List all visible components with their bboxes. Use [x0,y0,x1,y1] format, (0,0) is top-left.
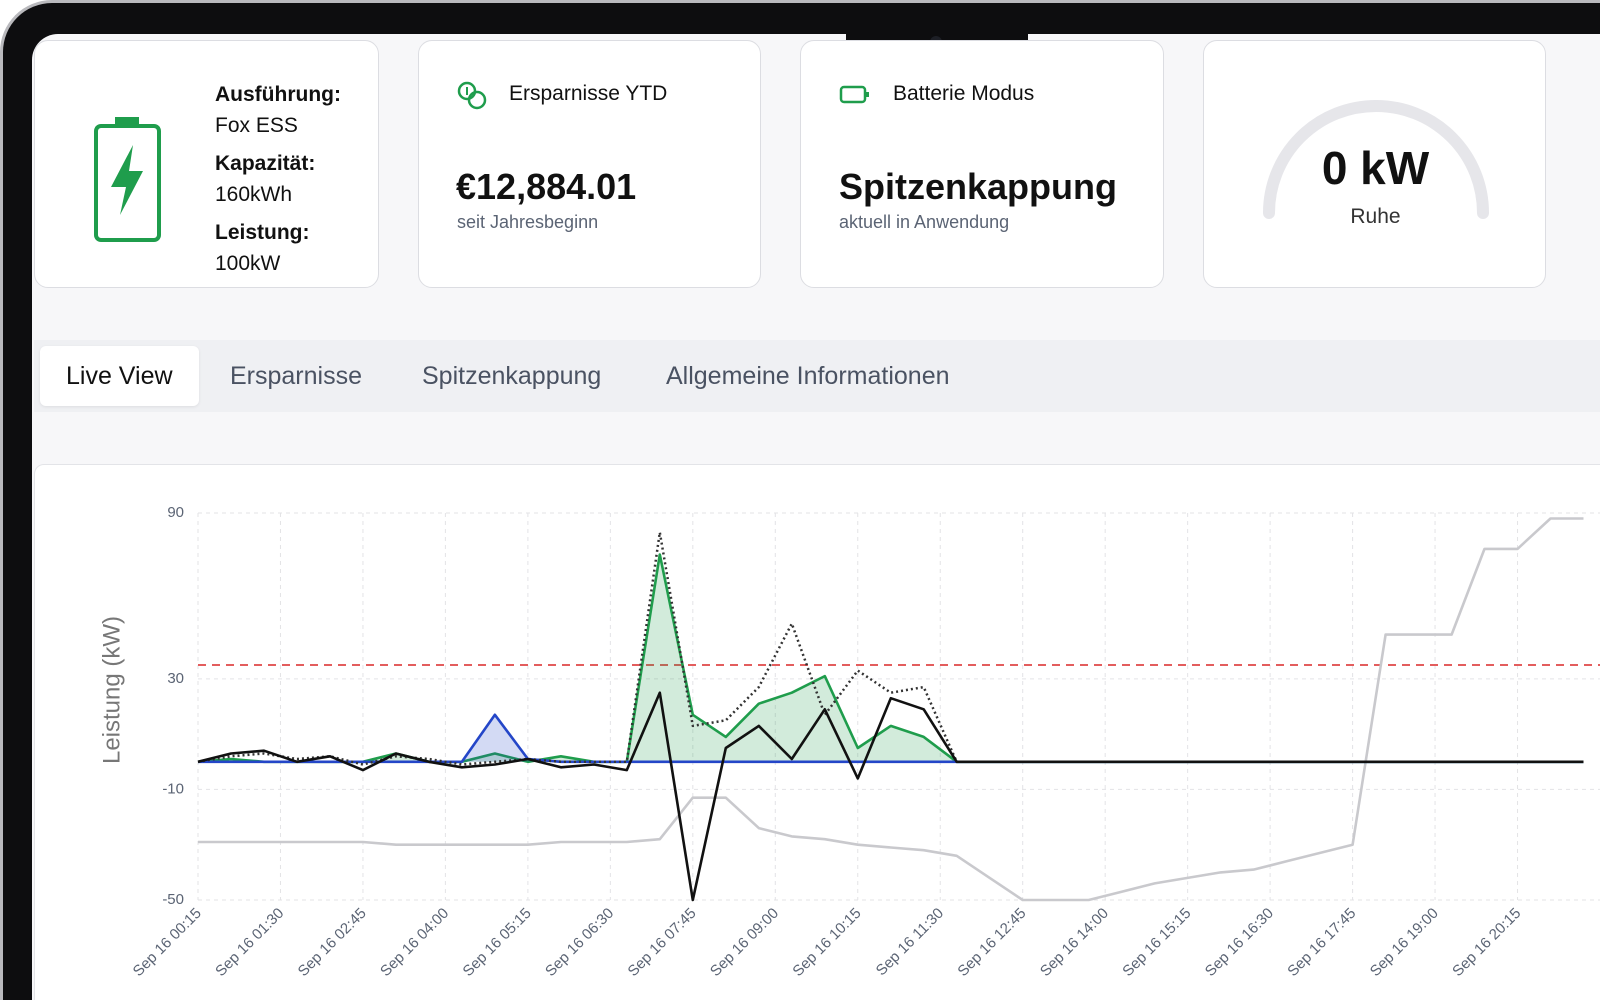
x-tick-label: Sep 16 06:30 [542,905,617,980]
y-tick-label: 90 [167,504,184,521]
tab[interactable]: Live View [40,346,199,406]
value: 100kW [215,252,281,275]
card-caption: aktuell in Anwendung [839,212,1010,232]
x-tick-label: Sep 16 17:45 [1284,905,1359,980]
card-caption: seit Jahresbeginn [457,212,599,232]
series-line [197,691,1584,902]
tab[interactable]: Ersparnisse [230,362,362,390]
label: Kapazität: [215,152,316,175]
x-tick-label: Sep 16 16:30 [1202,905,1277,980]
mode-card: Batterie Modus Spitzenkappung aktuell in… [800,40,1164,288]
card-title: Ersparnisse YTD [509,82,668,105]
value: 160kWh [215,183,293,206]
x-tick-label: Sep 16 04:00 [377,905,452,980]
x-tick-label: Sep 16 20:15 [1449,905,1524,980]
chart-card [34,464,1600,1000]
x-tick-label: Sep 16 12:45 [954,905,1029,980]
battery-icon [94,117,161,242]
coins-icon [457,81,487,110]
y-tick-label: -50 [162,891,184,908]
gauge-card: 0 kW Ruhe [1203,40,1546,288]
x-tick-label: Sep 16 14:00 [1037,905,1112,980]
x-tick-label: Sep 16 01:30 [212,905,287,980]
series-line [198,517,1584,902]
battery-card: Ausführung: Fox ESS Kapazität: 160kWh Le… [34,40,379,288]
tab-bar: Live View Ersparnisse Spitzenkappung All… [34,340,1600,412]
x-tick-label: Sep 16 05:15 [460,905,535,980]
card-value: Spitzenkappung [839,166,1117,207]
y-tick-label: -10 [162,780,184,797]
label: Ausführung: [215,83,341,106]
gauge-value: 0 kW [1321,142,1430,194]
x-tick-label: Sep 16 09:00 [707,905,782,980]
gauge [1263,100,1489,219]
x-tick-label: Sep 16 02:45 [295,905,370,980]
x-tick-label: Sep 16 07:45 [625,905,700,980]
card-value: €12,884.01 [456,166,637,207]
battery-icon [839,85,869,104]
x-tick-label: Sep 16 00:15 [130,905,205,980]
tab[interactable]: Allgemeine Informationen [666,362,950,390]
x-tick-label: Sep 16 15:15 [1119,905,1194,980]
y-axis-title: Leistung (kW) [98,616,125,764]
tab[interactable]: Spitzenkappung [422,362,602,390]
card-title: Batterie Modus [893,82,1035,105]
series-area [198,554,1584,762]
x-tick-label: Sep 16 19:00 [1367,905,1442,980]
gauge-caption: Ruhe [1350,205,1401,228]
savings-card: Ersparnisse YTD €12,884.01 seit Jahresbe… [418,40,761,288]
x-tick-label: Sep 16 11:30 [873,905,947,979]
x-tick-label: Sep 16 10:15 [789,905,864,980]
y-tick-label: 30 [167,670,184,687]
value: Fox ESS [215,114,298,137]
label: Leistung: [215,221,310,244]
